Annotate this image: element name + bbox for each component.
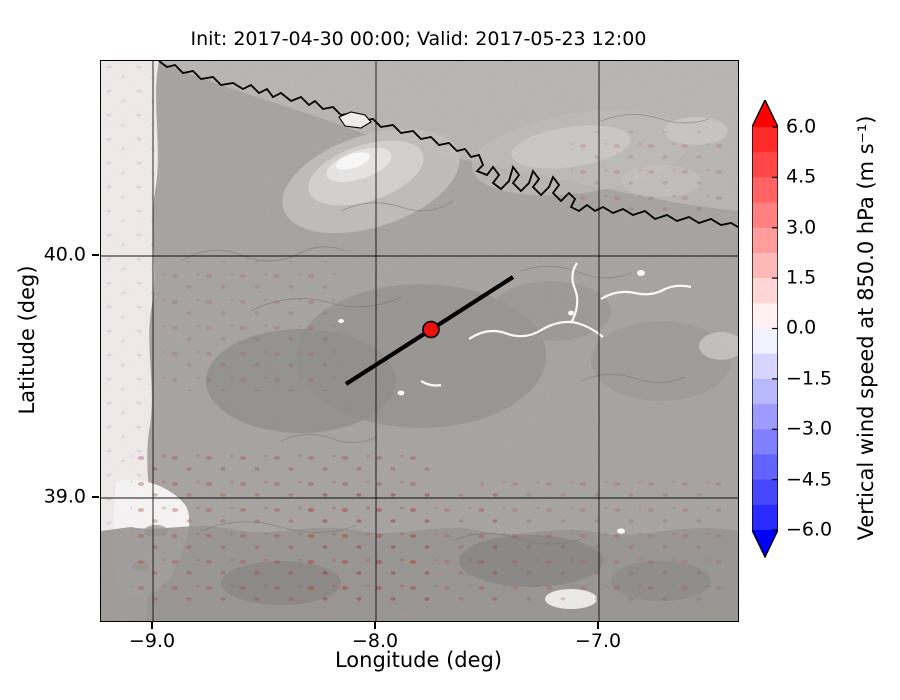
terrain-grain-overlay <box>101 61 738 621</box>
colorbar-tick-label: −3.0 <box>786 417 833 440</box>
colorbar-tick-label: 1.5 <box>786 266 817 289</box>
colorbar-tick-label: 6.0 <box>786 115 817 138</box>
plot-title: Init: 2017-04-30 00:00; Valid: 2017-05-2… <box>190 28 647 50</box>
colorbar-tick-marks <box>772 126 778 531</box>
grid-lines <box>101 61 738 621</box>
x-axis-label: Longitude (deg) <box>334 648 503 672</box>
colorbar-tick-label: 4.5 <box>786 165 817 188</box>
map-plot-area <box>100 60 743 622</box>
coastline <box>158 60 739 228</box>
colorbar <box>751 98 779 562</box>
river-lines <box>420 262 692 387</box>
x-tick-mark <box>374 622 376 629</box>
colorbar-bands <box>752 127 778 531</box>
colorbar-arrow-top <box>752 100 778 127</box>
colorbar-arrow-bottom <box>752 530 778 557</box>
colorbar-canvas <box>751 98 779 559</box>
y-axis-label: Latitude (deg) <box>15 265 39 415</box>
colorbar-tick-label: −6.0 <box>786 518 833 541</box>
colorbar-tick-label: −4.5 <box>786 468 833 491</box>
x-tick-label: −8.0 <box>351 630 399 652</box>
map-canvas <box>101 60 743 621</box>
x-tick-label: −7.0 <box>574 630 622 652</box>
cross-section-marker <box>422 320 440 339</box>
y-tick-label: 39.0 <box>43 485 86 508</box>
x-tick-mark <box>151 622 153 629</box>
y-tick-mark <box>92 254 99 256</box>
y-tick-mark <box>92 496 99 498</box>
x-tick-mark <box>597 622 599 629</box>
colorbar-tick-label: −1.5 <box>786 367 833 390</box>
colorbar-tick-label: 0.0 <box>786 316 817 339</box>
x-tick-label: −9.0 <box>128 630 176 652</box>
colorbar-tick-label: 3.0 <box>786 216 817 239</box>
colorbar-label: Vertical wind speed at 850.0 hPa (m s⁻¹) <box>854 115 878 541</box>
y-tick-label: 40.0 <box>43 243 86 266</box>
